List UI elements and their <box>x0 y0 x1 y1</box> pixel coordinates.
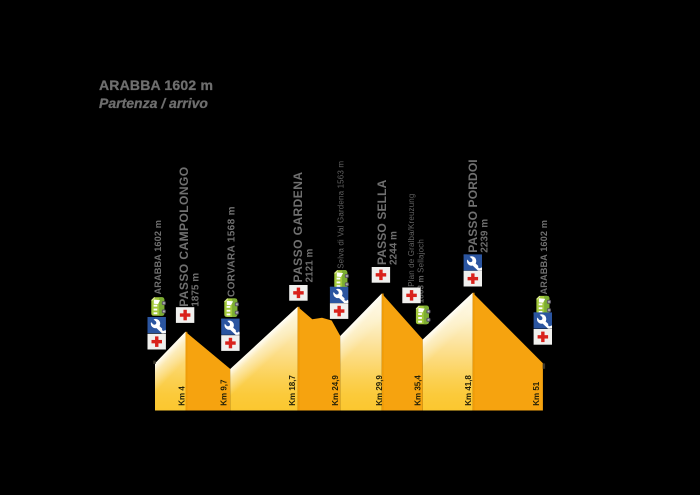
svg-text:Km 18,7: Km 18,7 <box>288 375 297 406</box>
svg-text:2121 m: 2121 m <box>304 248 315 282</box>
svg-text:1875 m: 1875 m <box>190 273 201 307</box>
svg-text:Km 35,4: Km 35,4 <box>414 375 423 406</box>
svg-text:ARABBA 1602 m: ARABBA 1602 m <box>153 220 163 294</box>
svg-text:2239 m: 2239 m <box>480 219 491 253</box>
svg-text:PASSO CAMPOLONGO: PASSO CAMPOLONGO <box>177 166 191 306</box>
svg-text:Km 4: Km 4 <box>178 386 187 406</box>
svg-text:Plan de Gralba/Kreuzung: Plan de Gralba/Kreuzung <box>407 194 416 287</box>
svg-text:Partenza / arrivo: Partenza / arrivo <box>99 95 208 111</box>
svg-text:ARABBA 1602 m: ARABBA 1602 m <box>99 77 213 93</box>
svg-text:Selva di Val Gardena 1563 m: Selva di Val Gardena 1563 m <box>336 161 345 269</box>
svg-text:CORVARA 1568 m: CORVARA 1568 m <box>227 206 238 297</box>
svg-text:PASSO GARDENA: PASSO GARDENA <box>291 172 305 283</box>
svg-text:Km 29,9: Km 29,9 <box>375 375 384 406</box>
svg-text:1863 m Sellajoch: 1863 m Sellajoch <box>416 239 425 303</box>
svg-text:PASSO SELLA: PASSO SELLA <box>375 179 389 265</box>
svg-text:Km 41,8: Km 41,8 <box>464 375 473 406</box>
svg-text:Km 51: Km 51 <box>532 381 541 406</box>
svg-text:Km 9,7: Km 9,7 <box>220 379 229 406</box>
svg-text:Km 24,9: Km 24,9 <box>331 375 340 406</box>
svg-text:ARABBA 1602 m: ARABBA 1602 m <box>539 220 549 294</box>
svg-text:PASSO PORDOI: PASSO PORDOI <box>466 159 480 253</box>
svg-text:2244 m: 2244 m <box>389 231 400 265</box>
